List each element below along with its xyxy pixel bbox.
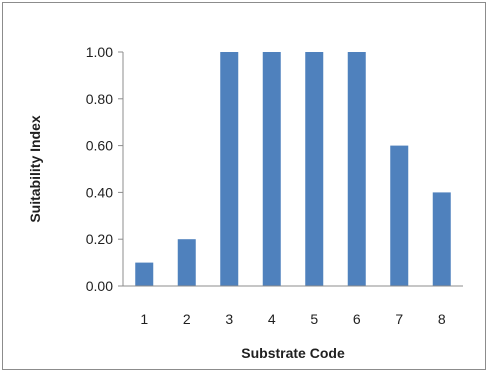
x-tick-label: 5 [310,311,318,327]
x-axis-title: Substrate Code [241,345,345,361]
bar-6 [347,52,366,286]
y-axis-title: Suitability Index [27,115,43,223]
y-tick-label: 0.60 [86,138,113,154]
y-tick-label: 0.00 [86,278,113,294]
y-tick-label: 1.00 [86,44,113,60]
bar-1 [135,262,154,286]
x-axis-ticks: 1 2 3 4 5 6 7 8 [140,311,446,327]
x-tick-label: 4 [268,311,276,327]
x-tick-label: 2 [183,311,191,327]
x-tick-label: 8 [438,311,446,327]
bar-4 [262,52,281,286]
bar-7 [390,145,409,286]
bar-8 [432,192,451,286]
y-tick-label: 0.80 [86,91,113,107]
y-tick-label: 0.40 [86,184,113,200]
x-tick-label: 7 [395,311,403,327]
x-tick-label: 3 [225,311,233,327]
x-tick-label: 6 [353,311,361,327]
bar-3 [220,52,239,286]
bar-series [135,52,451,286]
x-tick-label: 1 [140,311,148,327]
y-axis-ticks: 0.00 0.20 0.40 0.60 0.80 1.00 [86,44,123,294]
bar-2 [177,239,196,286]
bar-5 [305,52,324,286]
y-tick-label: 0.20 [86,231,113,247]
